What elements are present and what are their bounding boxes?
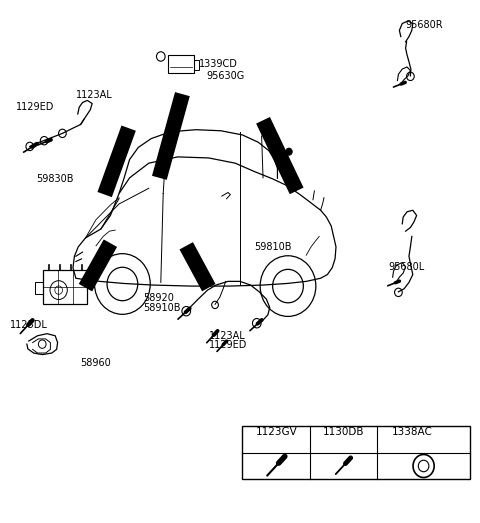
Bar: [43, 270, 87, 304]
Text: 1130DB: 1130DB: [323, 427, 364, 437]
Text: 1123AL: 1123AL: [76, 90, 113, 100]
Bar: [194, 60, 199, 70]
Text: 95680L: 95680L: [389, 262, 425, 272]
Text: 95630G: 95630G: [206, 71, 245, 81]
Text: 1129ED: 1129ED: [209, 340, 247, 350]
Text: 1338AC: 1338AC: [391, 427, 432, 437]
Bar: [242, 426, 470, 479]
Text: 59810B: 59810B: [254, 242, 292, 252]
Text: 58960: 58960: [81, 358, 111, 369]
Text: 58910B: 58910B: [143, 302, 180, 313]
Circle shape: [286, 148, 292, 155]
Text: 58920: 58920: [143, 293, 174, 303]
Bar: [35, 282, 43, 294]
Text: 1129ED: 1129ED: [16, 102, 54, 112]
Text: 1125DL: 1125DL: [10, 320, 48, 331]
Text: 59830B: 59830B: [36, 174, 73, 184]
Text: 95680R: 95680R: [406, 20, 443, 30]
Text: 1339CD: 1339CD: [199, 59, 238, 69]
Bar: [168, 55, 194, 73]
Text: 1123AL: 1123AL: [209, 331, 246, 341]
Text: 1123GV: 1123GV: [256, 427, 297, 437]
